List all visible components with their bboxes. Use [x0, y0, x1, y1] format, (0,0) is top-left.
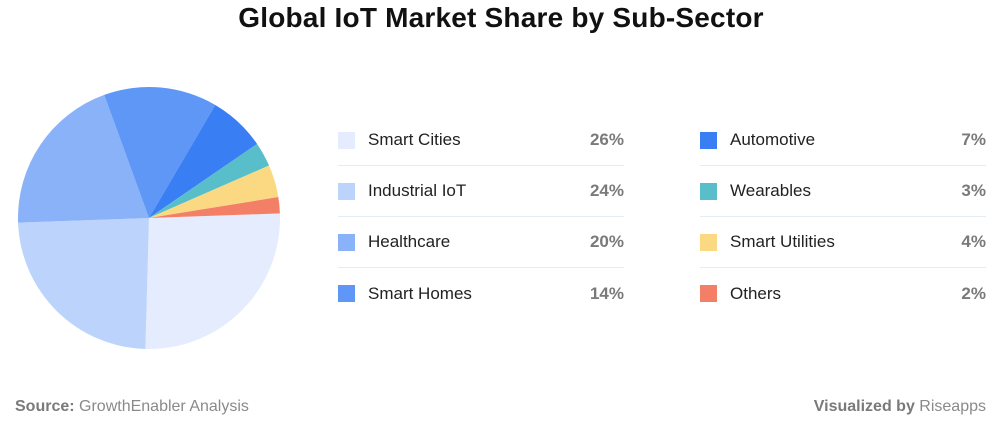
legend-value: 26%: [589, 130, 624, 149]
legend-item-wearables: Wearables 3%: [700, 166, 986, 217]
source-note: Source: GrowthEnabler Analysis: [15, 398, 249, 416]
legend-label: Others: [730, 283, 782, 303]
legend-label: Smart Utilities: [730, 232, 835, 251]
visualized-label: Visualized by: [813, 398, 915, 415]
chart-title: Global IoT Market Share by Sub-Sector: [238, 2, 764, 33]
legend-label: Smart Homes: [368, 283, 472, 303]
visualized-value: Riseapps: [919, 398, 986, 415]
legend-item-smart-homes: Smart Homes 14%: [338, 268, 624, 319]
legend-swatch: [338, 285, 355, 302]
legend-swatch: [700, 233, 717, 251]
legend-label: Wearables: [730, 181, 811, 200]
legend-value: 20%: [589, 232, 624, 251]
legend-item-automotive: Automotive 7%: [700, 115, 986, 166]
legend-column-left: Smart Cities 26% Industrial IoT 24% Healthca…: [338, 115, 624, 319]
legend-label: Healthcare: [368, 232, 451, 251]
legend-item-smart-utilities: Smart Utilities 4%: [700, 217, 986, 268]
pie-slice-automotive: [149, 105, 258, 218]
pie-slice-industrial-iot: [18, 218, 149, 349]
legend-swatch: [700, 182, 717, 200]
visualized-by-note: Visualized by Riseapps: [814, 398, 986, 416]
legend-item-others: Others 2%: [700, 268, 986, 319]
pie-slice-smart-utilities: [149, 165, 279, 218]
legend-label: Industrial IoT: [368, 181, 467, 200]
legend-value: 3%: [961, 181, 986, 200]
pie-slice-healthcare: [18, 94, 150, 223]
legend-item-industrial-iot: Industrial IoT 24%: [338, 166, 624, 217]
legend-value: 14%: [589, 283, 624, 303]
legend-value: 4%: [961, 232, 986, 251]
legend-value: 2%: [961, 283, 986, 303]
source-value: GrowthEnabler Analysis: [79, 398, 249, 415]
pie-slice-wearables: [149, 143, 270, 218]
legend-label: Smart Cities: [368, 130, 461, 149]
legend-value: 24%: [589, 181, 624, 200]
legend-item-smart-cities: Smart Cities 26%: [338, 115, 624, 166]
legend-item-healthcare: Healthcare 20%: [338, 217, 624, 268]
pie-chart: [18, 87, 280, 350]
legend-value: 7%: [961, 130, 986, 149]
pie-slice-others: [149, 197, 280, 218]
pie-slice-smart-cities: [145, 213, 280, 350]
legend-swatch: [700, 285, 717, 302]
pie-slice-smart-homes: [104, 87, 216, 218]
source-label: Source:: [15, 398, 75, 415]
legend-label: Automotive: [730, 130, 816, 149]
legend-swatch: [338, 182, 355, 200]
legend-swatch: [338, 233, 355, 251]
legend-column-right: Automotive 7% Wearables 3% Smart Utilities 4%…: [700, 115, 986, 319]
legend-swatch: [338, 131, 355, 149]
legend-swatch: [700, 131, 717, 149]
